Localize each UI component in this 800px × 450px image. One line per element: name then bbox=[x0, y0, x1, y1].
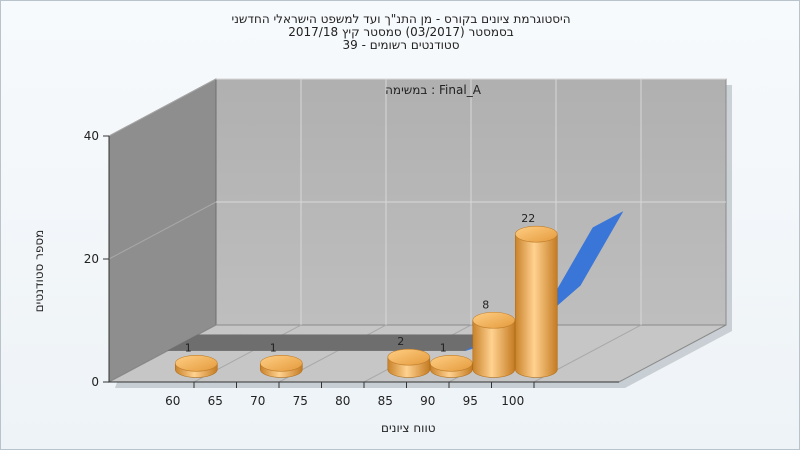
bar-top bbox=[174, 355, 218, 372]
data-label: 1 bbox=[440, 341, 447, 354]
bar-top bbox=[472, 311, 516, 329]
chart-title-line3: סטודנטים רשומים - 39 bbox=[342, 38, 460, 52]
x-tick-label: 85 bbox=[378, 394, 393, 408]
bar-top bbox=[514, 225, 558, 243]
y-tick-label: 20 bbox=[84, 252, 99, 266]
y-tick-label: 0 bbox=[91, 375, 99, 389]
bar: 2 bbox=[387, 335, 431, 378]
y-tick-label: 40 bbox=[84, 129, 99, 143]
bar: 8 bbox=[472, 298, 516, 378]
gridline-h-side bbox=[108, 78, 217, 137]
x-axis-title: טווח ציונים bbox=[381, 421, 436, 435]
data-label: 8 bbox=[482, 298, 489, 311]
x-tick-label: 100 bbox=[501, 394, 524, 408]
data-label: 1 bbox=[185, 341, 192, 354]
bar: 1 bbox=[259, 341, 303, 378]
bar-body bbox=[514, 233, 558, 378]
x-tick-label: 70 bbox=[250, 394, 265, 408]
data-label: 1 bbox=[270, 341, 277, 354]
bar-top bbox=[387, 348, 431, 366]
x-tick-label: 80 bbox=[335, 394, 350, 408]
data-label: 2 bbox=[397, 335, 404, 348]
chart-title-line2: בסמסטר (03/2017) סמסטר קיץ 2017/18 bbox=[288, 25, 514, 39]
x-tick-label: 75 bbox=[293, 394, 308, 408]
bar-top bbox=[259, 355, 303, 372]
gridline-h-side bbox=[108, 201, 217, 260]
bar: 1 bbox=[429, 341, 473, 378]
x-tick-label: 60 bbox=[165, 394, 180, 408]
data-label: 22 bbox=[521, 212, 535, 225]
x-tick-label: 90 bbox=[420, 394, 435, 408]
bar: 1 bbox=[174, 341, 218, 378]
y-axis-title: מספר סטודנטים bbox=[32, 229, 46, 313]
bar-body bbox=[472, 319, 516, 378]
x-tick-label: 65 bbox=[208, 394, 223, 408]
area-segment bbox=[549, 211, 624, 303]
chart-title-line1: היסטוגרמת ציונים בקורס - מן התנ"ך ועד למ… bbox=[231, 12, 571, 26]
bar-top bbox=[429, 355, 473, 372]
chart-subtitle: במשימה : Final_A bbox=[385, 83, 482, 97]
bar: 22 bbox=[514, 212, 558, 378]
x-tick-label: 95 bbox=[463, 394, 478, 408]
